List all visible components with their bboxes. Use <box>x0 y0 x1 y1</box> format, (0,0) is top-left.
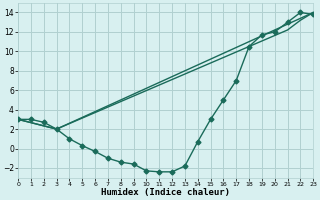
X-axis label: Humidex (Indice chaleur): Humidex (Indice chaleur) <box>101 188 230 197</box>
